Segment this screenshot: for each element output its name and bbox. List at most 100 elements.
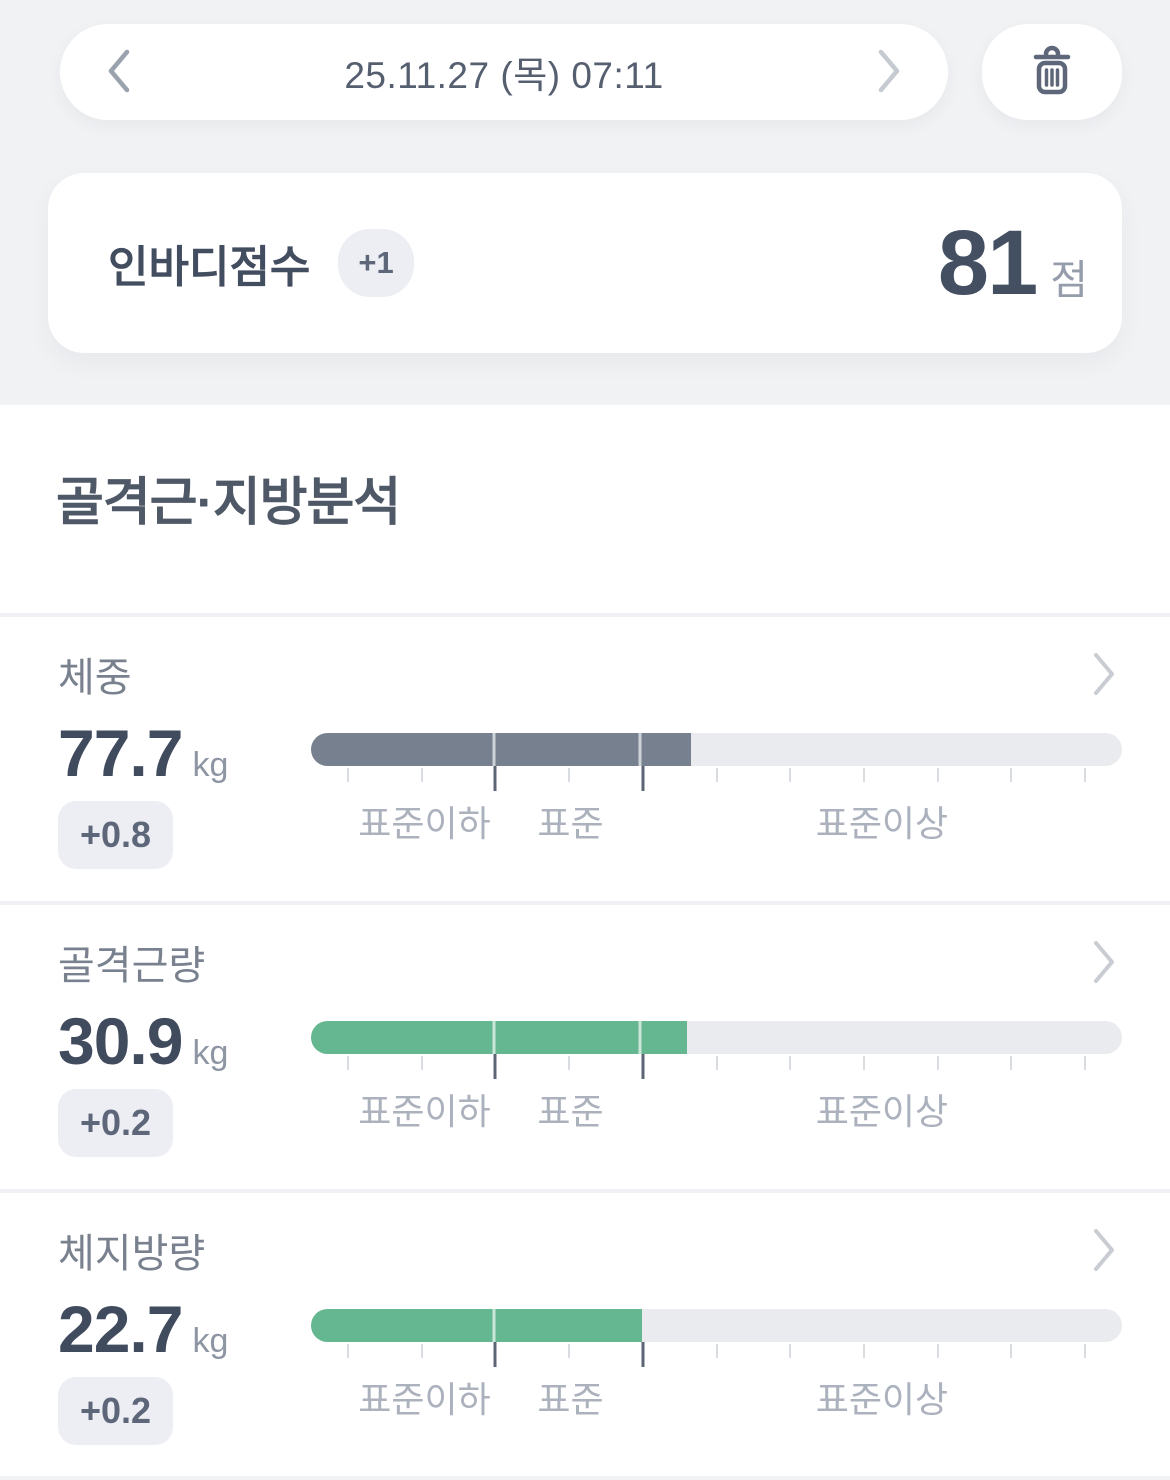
scale-tick [862,1056,865,1070]
score-unit: 점 [1050,256,1088,303]
metric-label: 체중 [58,656,132,700]
zone-label-standard: 표준 [537,1379,604,1420]
metric-label: 골격근량 [58,944,206,988]
score-change-badge: +1 [338,229,414,297]
metric-unit: kg [192,1034,229,1072]
previous-date-button[interactable] [106,48,132,97]
metric-value: 77.7 [58,716,183,790]
trash-icon [1028,45,1076,100]
scale-tick [789,1056,792,1070]
zone-boundary-divider [638,733,642,766]
zone-labels: 표준이하 표준 표준이상 [311,1371,1122,1420]
range-bar: 표준이하 표준 표준이상 [311,733,1122,844]
scale-tick [789,768,792,782]
chevron-left-icon [106,48,132,97]
scale-tick [936,1056,939,1070]
next-date-button[interactable] [876,48,902,97]
metric-unit: kg [192,1322,229,1360]
scale-tick [1010,768,1013,782]
scale-tick [715,1344,718,1358]
metric-value: 22.7 [58,1292,183,1366]
bottom-section-divider [0,1476,1170,1480]
scale-tick [1010,1344,1013,1358]
chevron-right-icon [876,48,902,97]
zone-label-above-standard: 표준이상 [815,1091,949,1132]
scale-tick [568,1344,571,1358]
range-bar-fill [311,1309,642,1342]
scale-tick [862,1344,865,1358]
metric-value: 30.9 [58,1004,183,1078]
zone-label-above-standard: 표준이상 [815,1379,949,1420]
date-selector-pill: 25.11.27 (목) 07:11 [60,24,948,120]
zone-label-below-standard: 표준이하 [358,1091,491,1132]
zone-boundary-divider [492,733,496,766]
header-area: 25.11.27 (목) 07:11 [0,0,1170,405]
chevron-right-icon[interactable] [1092,1227,1116,1278]
zone-boundary-tick [641,1342,645,1367]
metric-list: 체중 77.7 kg +0.8 표준이하 표준 표준이상 골격근량 [0,613,1170,1477]
scale-tick [420,1344,423,1358]
scale-tick [1010,1056,1013,1070]
scale-tick [568,1056,571,1070]
scale-tick [568,768,571,782]
scale-tick [936,768,939,782]
scale-tick [346,1056,349,1070]
metric-change-badge: +0.2 [58,1089,174,1157]
zone-label-standard: 표준 [537,803,604,844]
zone-boundary-tick [493,1342,497,1367]
inbody-score-card: 인바디점수 +1 81 점 [48,173,1122,353]
metric-row-skeletal-muscle-mass[interactable]: 골격근량 30.9 kg +0.2 표준이하 표준 표준이상 [0,901,1170,1189]
zone-label-below-standard: 표준이하 [358,1379,491,1420]
scale-tick [936,1344,939,1358]
scale-tick [420,768,423,782]
scale-tick [715,1056,718,1070]
zone-label-below-standard: 표준이하 [358,803,491,844]
score-value: 81 [937,211,1038,314]
chevron-right-icon[interactable] [1092,939,1116,990]
scale-tick [789,1344,792,1358]
range-bar: 표준이하 표준 표준이상 [311,1021,1122,1132]
scale-tick [420,1056,423,1070]
range-bar: 표준이하 표준 표준이상 [311,1309,1122,1420]
metric-value-group: 30.9 kg [58,1003,228,1079]
metric-change-badge: +0.8 [58,801,174,869]
range-bar-ticks [311,1054,1122,1082]
range-bar-track [311,1309,1122,1342]
section-title: 골격근·지방분석 [56,474,401,532]
zone-boundary-divider [492,1309,496,1342]
metric-row-body-fat-mass[interactable]: 체지방량 22.7 kg +0.2 표준이하 표준 표준이상 [0,1189,1170,1477]
range-bar-track [311,1021,1122,1054]
score-card-title: 인바디점수 [108,243,311,292]
range-bar-fill [311,1021,688,1054]
zone-boundary-tick [493,1054,497,1079]
scale-tick [346,768,349,782]
scale-tick [1084,1056,1087,1070]
metric-value-group: 77.7 kg [58,715,228,791]
scale-tick [862,768,865,782]
scale-tick [346,1344,349,1358]
chevron-right-icon[interactable] [1092,651,1116,702]
metric-unit: kg [192,746,229,784]
range-bar-ticks [311,766,1122,794]
zone-label-above-standard: 표준이상 [815,803,949,844]
zone-boundary-tick [493,766,497,791]
score-value-group: 81 점 [938,211,1088,316]
zone-boundary-tick [641,766,645,791]
range-bar-ticks [311,1342,1122,1370]
metric-change-badge: +0.2 [58,1377,174,1445]
delete-record-button[interactable] [982,24,1122,120]
current-date-label: 25.11.27 (목) 07:11 [344,55,664,96]
zone-labels: 표준이하 표준 표준이상 [311,795,1122,844]
zone-boundary-divider [638,1021,642,1054]
zone-labels: 표준이하 표준 표준이상 [311,1083,1122,1132]
metric-label: 체지방량 [58,1232,206,1276]
metric-value-group: 22.7 kg [58,1291,228,1367]
metric-row-weight[interactable]: 체중 77.7 kg +0.8 표준이하 표준 표준이상 [0,613,1170,901]
scale-tick [1084,768,1087,782]
zone-label-standard: 표준 [537,1091,604,1132]
scale-tick [715,768,718,782]
zone-boundary-divider [492,1021,496,1054]
date-navigation: 25.11.27 (목) 07:11 [60,24,1122,120]
range-bar-track [311,733,1122,766]
scale-tick [1084,1344,1087,1358]
